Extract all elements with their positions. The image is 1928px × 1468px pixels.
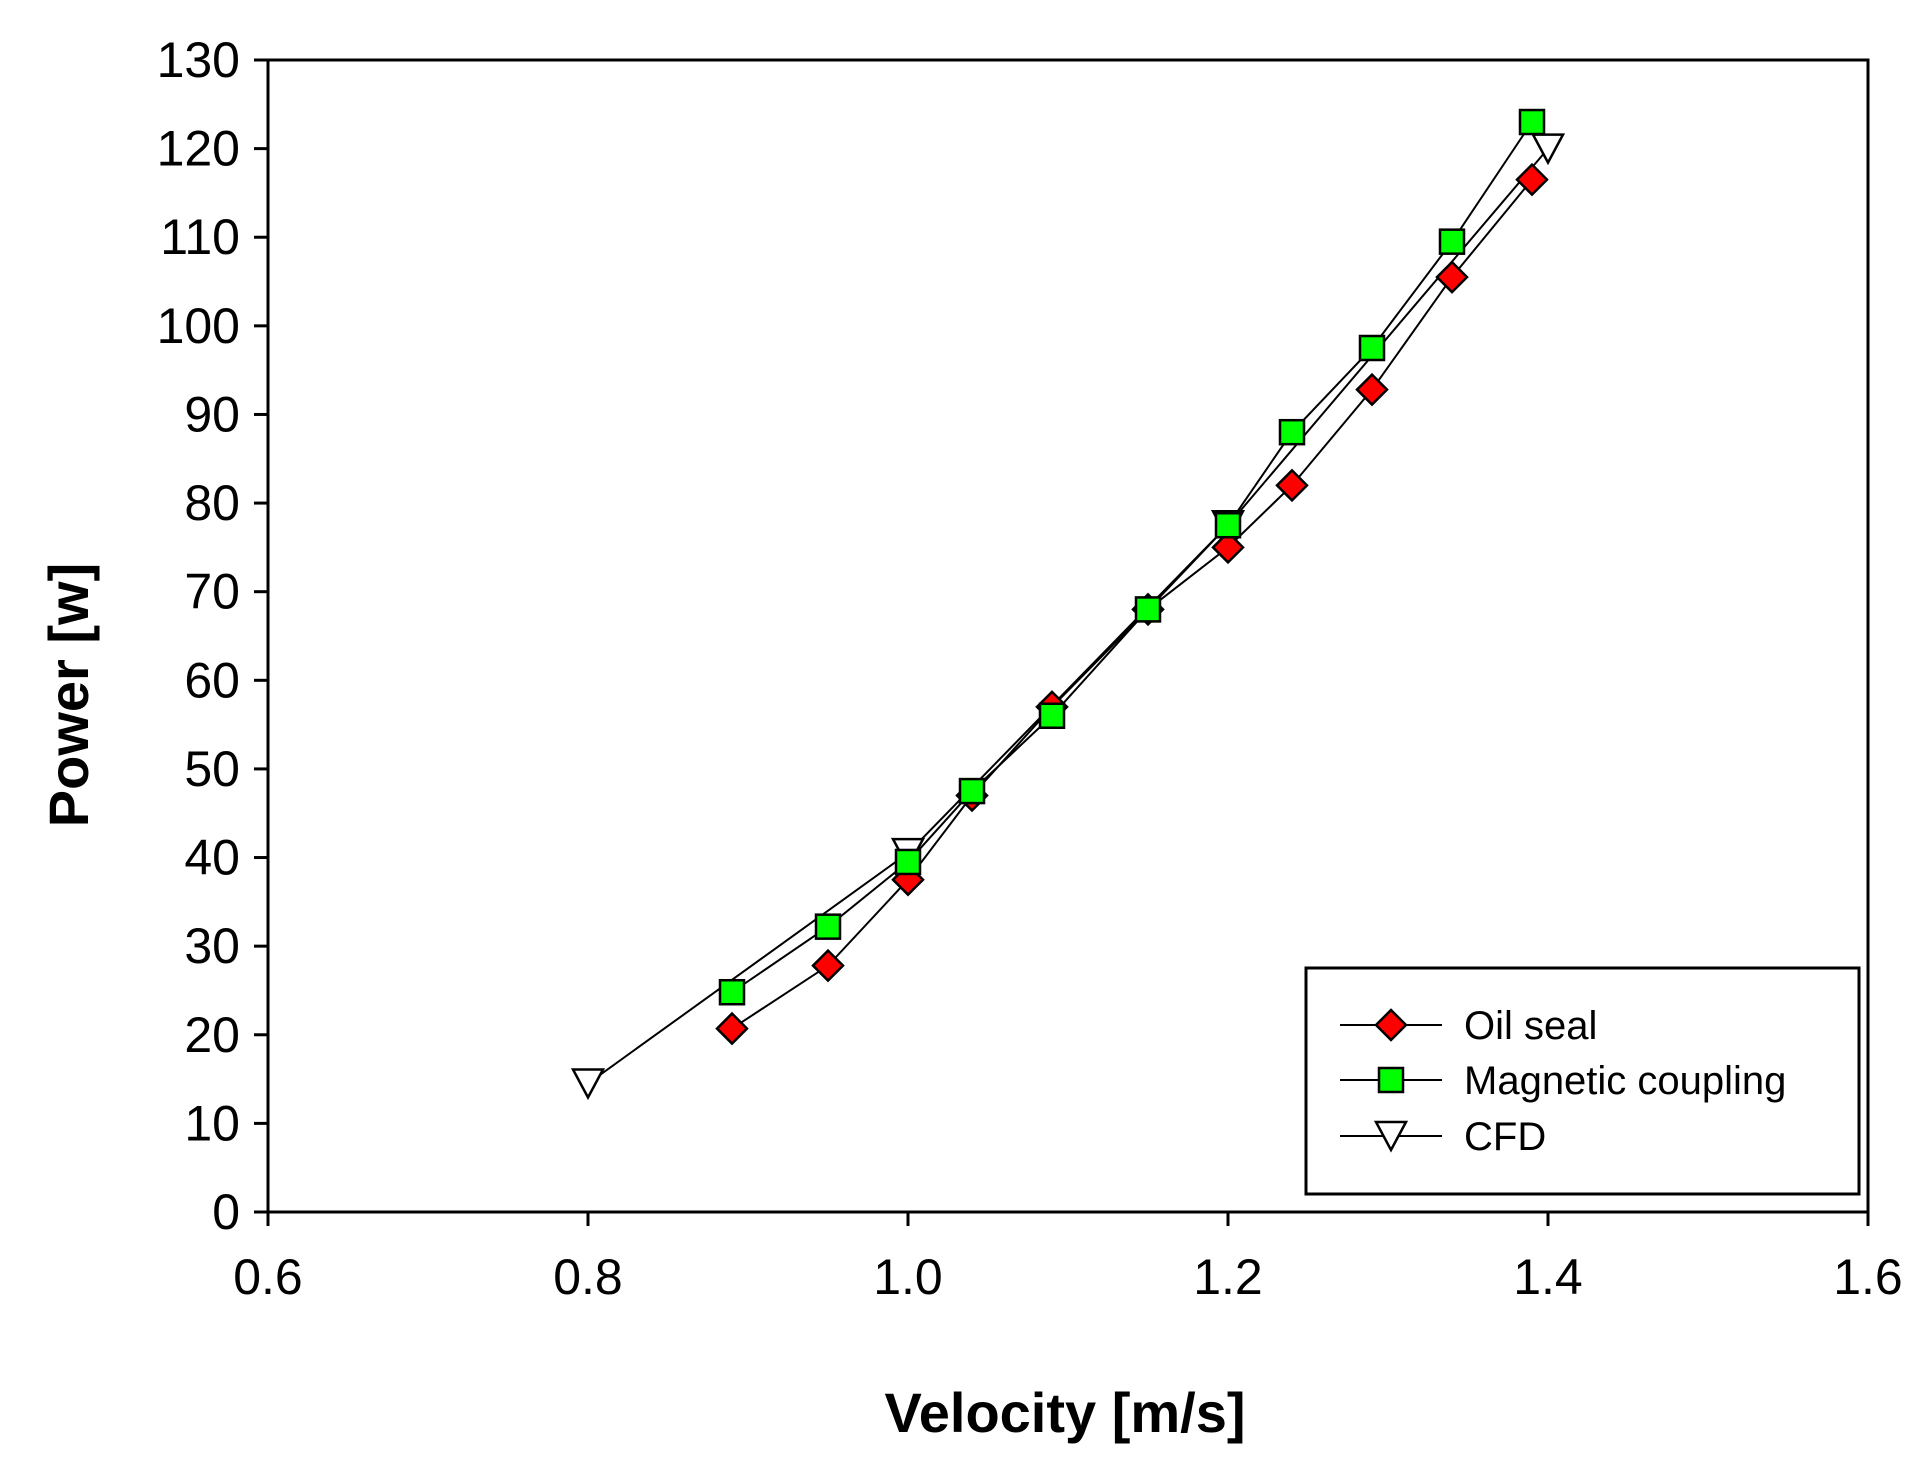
legend: Oil seal Magnetic coupling CFD (1304, 966, 1861, 1196)
data-point-magnetic-coupling (1038, 702, 1066, 730)
data-point-oil-seal (715, 1011, 749, 1046)
y-tick-label: 70 (184, 564, 240, 620)
data-point-magnetic-coupling (1278, 418, 1306, 446)
x-tick-label: 1.0 (873, 1249, 943, 1305)
y-tick-label: 0 (212, 1184, 240, 1240)
x-axis-title: Velocity [m/s] (884, 1381, 1245, 1444)
legend-label-oil-seal: Oil seal (1464, 1004, 1597, 1048)
data-point-magnetic-coupling (894, 848, 922, 876)
x-tick-label: 1.4 (1513, 1249, 1583, 1305)
y-axis-ticks: 0 10 20 30 40 50 60 70 80 90 100 110 120 130 (157, 32, 268, 1240)
y-tick-label: 90 (184, 386, 240, 442)
legend-marker-cfd (1373, 1120, 1409, 1153)
x-axis-ticks: 0.6 0.8 1.0 1.2 1.4 1.6 (233, 1212, 1903, 1305)
data-point-cfd (570, 1068, 606, 1101)
y-tick-label: 20 (184, 1007, 240, 1063)
data-point-magnetic-coupling (1438, 228, 1466, 255)
y-tick-label: 40 (184, 830, 240, 886)
data-point-oil-seal (1275, 468, 1309, 503)
legend-label-cfd: CFD (1464, 1115, 1546, 1159)
series-line-cfd (587, 147, 1549, 1085)
data-point-magnetic-coupling (1134, 596, 1162, 623)
legend-marker-magnetic-coupling (1377, 1066, 1405, 1094)
data-point-cfd (1530, 133, 1566, 166)
data-point-oil-seal (811, 948, 845, 983)
plot-area-frame (266, 58, 1870, 1214)
y-tick-label: 50 (184, 741, 240, 797)
y-tick-label: 130 (157, 32, 240, 88)
data-point-magnetic-coupling (958, 777, 986, 805)
legend-entries: Oil seal Magnetic coupling CFD (1340, 1004, 1786, 1159)
y-tick-label: 10 (184, 1095, 240, 1151)
y-tick-label: 120 (157, 121, 240, 177)
data-point-magnetic-coupling (1358, 334, 1386, 362)
data-point-oil-seal (1211, 530, 1245, 565)
data-point-oil-seal (1435, 260, 1469, 294)
x-tick-label: 1.6 (1833, 1249, 1903, 1305)
legend-marker-oil-seal (1374, 1008, 1408, 1042)
data-point-oil-seal (1515, 162, 1549, 197)
data-point-magnetic-coupling (1518, 108, 1546, 136)
y-tick-label: 100 (157, 298, 240, 354)
data-point-magnetic-coupling (814, 913, 842, 940)
y-tick-label: 80 (184, 475, 240, 531)
x-tick-label: 0.8 (553, 1249, 623, 1305)
x-tick-label: 1.2 (1193, 1249, 1263, 1305)
data-point-magnetic-coupling (1214, 511, 1242, 539)
series-markers (570, 108, 1566, 1101)
y-tick-label: 60 (184, 652, 240, 708)
legend-label-magnetic-coupling: Magnetic coupling (1464, 1059, 1786, 1103)
x-tick-label: 0.6 (233, 1249, 303, 1305)
y-axis-title: Power [w] (37, 563, 100, 827)
y-tick-label: 30 (184, 918, 240, 974)
data-point-oil-seal (1355, 372, 1389, 407)
y-tick-label: 110 (160, 209, 240, 265)
data-point-magnetic-coupling (718, 978, 746, 1006)
